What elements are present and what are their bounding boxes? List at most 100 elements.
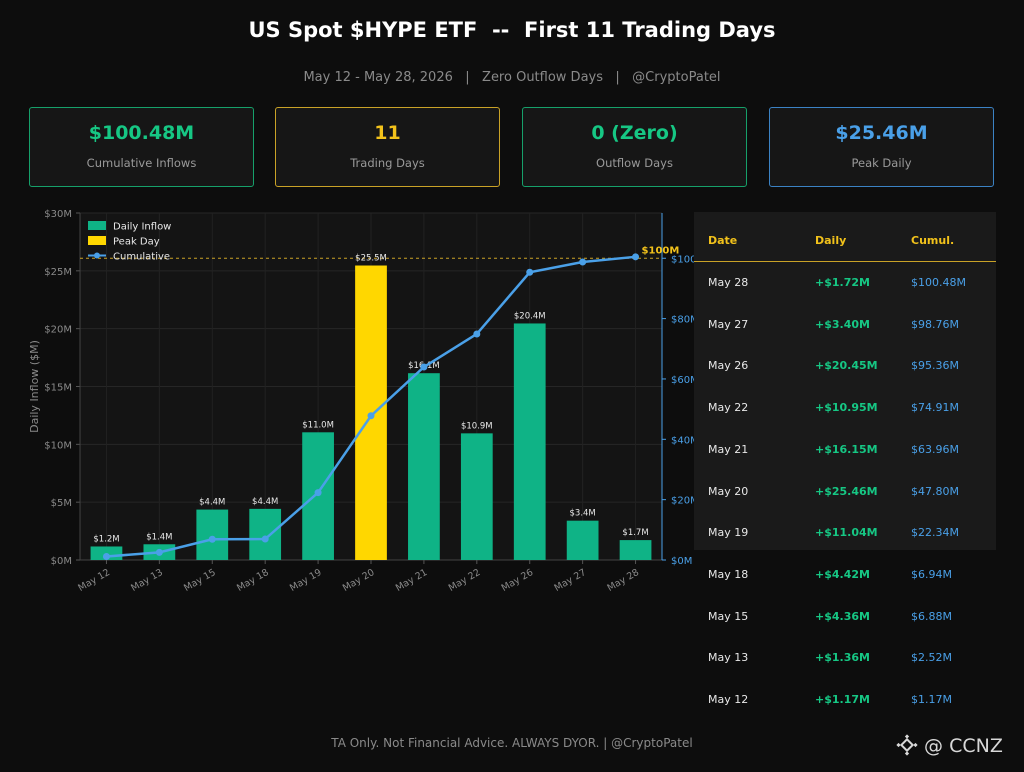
cumulative-point	[526, 268, 534, 276]
watermark-text: @ CCNZ	[924, 735, 1003, 757]
row-date: May 20	[708, 484, 749, 498]
y-tick-label: $15M	[44, 383, 72, 394]
stat-value: 11	[374, 122, 401, 144]
row-daily: +$25.46M	[815, 484, 878, 498]
y-axis-label: Daily Inflow ($M)	[28, 340, 41, 433]
legend-label: Daily Inflow	[113, 222, 171, 233]
row-date: May 28	[708, 276, 749, 289]
bar-value-label: $20.4M	[514, 311, 546, 321]
table-row: May 27 +$3.40M $98.76M	[694, 318, 996, 338]
y-tick-label: $10M	[44, 440, 72, 451]
chart-title: US Spot $HYPE ETF -- First 11 Trading Da…	[248, 18, 776, 42]
bar-value-label: $4.4M	[199, 498, 225, 508]
row-date: May 15	[708, 609, 749, 623]
reference-line-label: $100M	[642, 245, 680, 256]
cumulative-point	[261, 535, 269, 543]
bar-value-label: $1.2M	[93, 534, 119, 544]
y-tick-label: $0M	[51, 556, 72, 567]
row-cumulative: $98.76M	[911, 317, 959, 331]
bar-value-label: $3.4M	[570, 509, 596, 519]
stat-card-outflow: 0 (Zero) Outflow Days	[522, 107, 747, 187]
bar-value-label: $4.4M	[252, 497, 278, 507]
row-date: May 26	[708, 359, 749, 373]
inflow-chart: $0M $5M $10M $15M $20M $25M $30M $0M $20M $40M $60…	[28, 209, 694, 594]
row-cumulative: $63.96M	[911, 442, 959, 456]
footer-disclaimer: TA Only. Not Financial Advice. ALWAYS DY…	[331, 736, 693, 750]
x-tick-label: May 21	[394, 567, 430, 594]
row-daily: +$1.17M	[815, 693, 870, 706]
table-row: May 20 +$25.46M $47.80M	[694, 485, 996, 505]
row-daily: +$4.42M	[815, 567, 870, 581]
stat-card-cumulative: $100.48M Cumulative Inflows	[29, 107, 254, 187]
inflow-bar	[566, 520, 599, 560]
row-date: May 22	[708, 401, 749, 415]
inflow-bar	[460, 433, 493, 560]
cumulative-point	[367, 412, 375, 420]
row-date: May 27	[708, 317, 749, 331]
cumulative-point	[473, 330, 481, 338]
header-date: Date	[708, 234, 738, 247]
cumulative-point	[579, 258, 587, 266]
flow-table-panel	[694, 212, 996, 550]
y2-tick-label: $0M	[671, 556, 692, 567]
cumulative-point	[420, 363, 428, 371]
flow-table-header: Date Daily Cumul.	[694, 232, 996, 262]
y2-tick-label: $60M	[671, 375, 694, 386]
row-daily: +$16.15M	[815, 442, 878, 456]
table-row: May 19 +$11.04M $22.34M	[694, 526, 996, 546]
y2-tick-label: $40M	[671, 435, 694, 446]
stat-label: Peak Daily	[851, 156, 912, 170]
bar-value-label: $1.4M	[146, 532, 172, 542]
cumulative-point	[314, 489, 322, 497]
row-cumulative: $2.52M	[911, 651, 952, 665]
cumulative-point	[208, 535, 216, 543]
row-date: May 13	[708, 651, 749, 665]
row-cumulative: $95.36M	[911, 359, 959, 373]
row-cumulative: $74.91M	[911, 401, 959, 415]
table-row: May 15 +$4.36M $6.88M	[694, 610, 996, 630]
x-tick-label: May 19	[288, 567, 324, 594]
inflow-bar	[196, 509, 229, 560]
row-cumulative: $6.94M	[911, 567, 952, 581]
x-tick-label: May 28	[605, 567, 641, 594]
binance-diamond-icon	[896, 734, 918, 756]
bar-value-label: $1.7M	[622, 528, 648, 538]
table-row: May 28 +$1.72M $100.48M	[694, 276, 996, 296]
row-cumulative: $22.34M	[911, 526, 959, 540]
stat-label: Outflow Days	[596, 156, 673, 170]
table-row: May 21 +$16.15M $63.96M	[694, 443, 996, 463]
row-daily: +$4.36M	[815, 609, 870, 623]
row-date: May 12	[708, 693, 749, 706]
x-tick-label: May 13	[129, 567, 165, 594]
row-daily: +$1.72M	[815, 276, 870, 289]
table-row: May 13 +$1.36M $2.52M	[694, 651, 996, 671]
y2-tick-label: $100M	[671, 254, 694, 265]
bar-value-label: $11.0M	[302, 420, 334, 430]
y2-tick-label: $20M	[671, 496, 694, 507]
x-tick-label: May 15	[182, 567, 218, 594]
inflow-bar	[619, 540, 652, 560]
legend-swatch-peak	[88, 236, 106, 245]
stat-value: $100.48M	[88, 122, 195, 144]
x-tick-label: May 12	[76, 567, 112, 594]
header-cumulative: Cumul.	[911, 234, 955, 247]
stat-value: $25.46M	[835, 122, 928, 144]
y-tick-label: $30M	[44, 209, 72, 220]
x-tick-label: May 18	[235, 567, 271, 594]
row-cumulative: $1.17M	[911, 693, 952, 706]
inflow-bar	[249, 508, 282, 560]
row-daily: +$20.45M	[815, 359, 878, 373]
legend-swatch-daily	[88, 221, 106, 230]
x-tick-label: May 20	[341, 567, 377, 594]
table-row: May 22 +$10.95M $74.91M	[694, 401, 996, 421]
y-tick-label: $25M	[44, 267, 72, 278]
table-row: May 18 +$4.42M $6.94M	[694, 568, 996, 588]
stat-card-peak: $25.46M Peak Daily	[769, 107, 994, 187]
inflow-bar	[408, 373, 440, 560]
table-row: May 26 +$20.45M $95.36M	[694, 359, 996, 379]
cumulative-point	[102, 552, 110, 560]
row-daily: +$10.95M	[815, 401, 878, 415]
legend-label: Peak Day	[113, 237, 160, 248]
stat-label: Trading Days	[350, 156, 425, 170]
row-date: May 21	[708, 442, 749, 456]
